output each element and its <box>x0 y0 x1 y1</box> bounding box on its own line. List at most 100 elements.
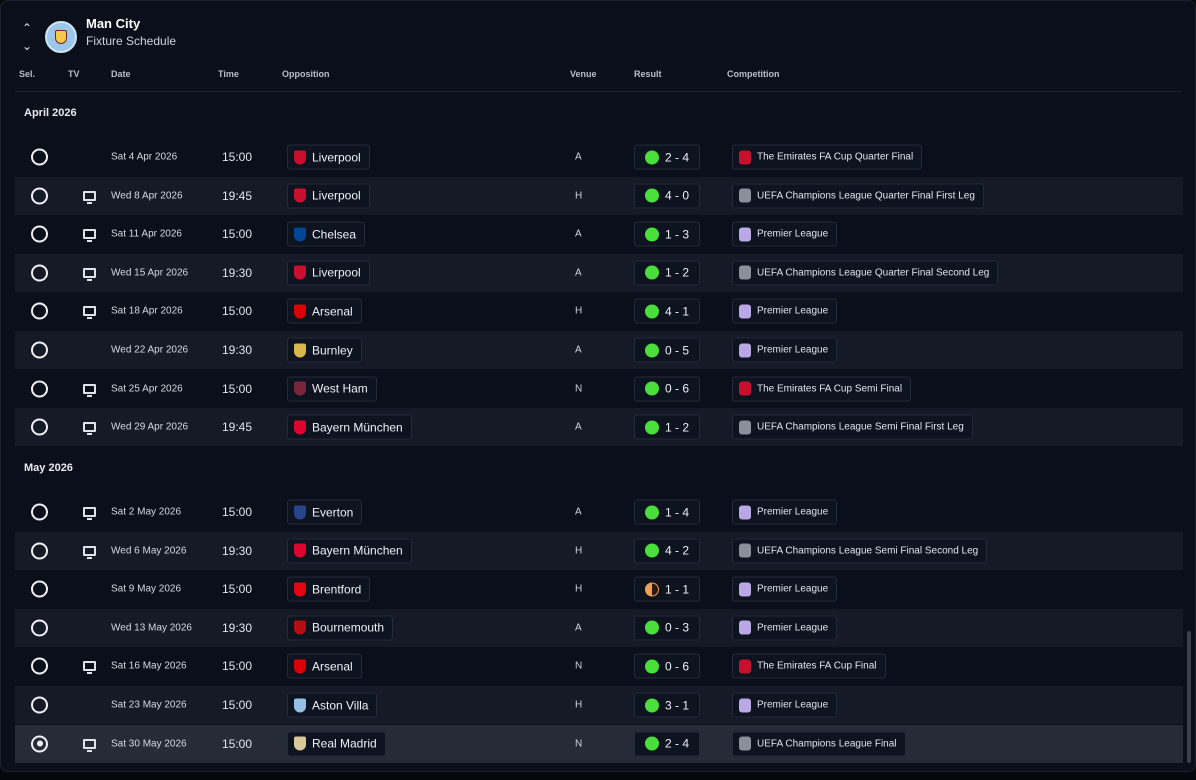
select-radio[interactable] <box>31 187 48 205</box>
fixture-time: 15:00 <box>222 736 253 751</box>
col-date[interactable]: Date <box>111 69 131 79</box>
result-chip[interactable]: 1 - 1 <box>634 576 701 602</box>
fixture-row[interactable]: Wed 15 Apr 2026 19:30 Liverpool A 1 - 2 … <box>15 253 1183 292</box>
fixture-time: 19:30 <box>222 543 253 558</box>
select-radio[interactable] <box>31 418 48 436</box>
opposition-chip[interactable]: Bayern München <box>287 414 412 440</box>
competition-chip[interactable]: The Emirates FA Cup Final <box>732 653 886 679</box>
opposition-chip[interactable]: Liverpool <box>287 183 370 209</box>
tv-icon <box>83 267 96 281</box>
opposition-chip[interactable]: Real Madrid <box>287 731 386 757</box>
select-radio[interactable] <box>31 341 48 359</box>
select-radio[interactable] <box>31 380 48 398</box>
fixture-row[interactable]: Wed 13 May 2026 19:30 Bournemouth A 0 - … <box>15 608 1183 647</box>
club-badge-icon <box>294 543 306 558</box>
result-chip[interactable]: 1 - 2 <box>634 414 701 440</box>
result-chip[interactable]: 0 - 6 <box>634 376 701 402</box>
col-sel[interactable]: Sel. <box>19 69 36 79</box>
col-tv[interactable]: TV <box>68 69 80 79</box>
result-chip[interactable]: 1 - 4 <box>634 499 701 525</box>
opposition-chip[interactable]: Liverpool <box>287 144 370 170</box>
opposition-chip[interactable]: Chelsea <box>287 221 366 247</box>
competition-chip[interactable]: Premier League <box>732 692 838 718</box>
select-radio[interactable] <box>31 264 48 282</box>
fixture-row[interactable]: Sat 25 Apr 2026 15:00 West Ham N 0 - 6 T… <box>15 370 1183 408</box>
fixture-row[interactable]: Wed 29 Apr 2026 19:45 Bayern München A 1… <box>15 408 1183 447</box>
competition-name: Premier League <box>757 622 829 634</box>
result-chip[interactable]: 4 - 2 <box>634 538 701 564</box>
competition-chip[interactable]: UEFA Champions League Semi Final First L… <box>732 414 973 440</box>
result-chip[interactable]: 4 - 1 <box>634 298 701 324</box>
select-radio[interactable] <box>31 503 48 521</box>
opposition-chip[interactable]: Liverpool <box>287 260 370 286</box>
result-chip[interactable]: 0 - 3 <box>634 615 701 641</box>
opposition-chip[interactable]: West Ham <box>287 376 377 402</box>
col-venue[interactable]: Venue <box>570 69 597 79</box>
result-chip[interactable]: 4 - 0 <box>634 183 701 209</box>
select-radio[interactable] <box>31 542 48 560</box>
fixture-row[interactable]: Sat 18 Apr 2026 15:00 Arsenal H 4 - 1 Pr… <box>15 292 1183 330</box>
fixture-row[interactable]: Sat 2 May 2026 15:00 Everton A 1 - 4 Pre… <box>15 493 1183 531</box>
chevron-up-icon[interactable]: ⌃ <box>21 21 33 35</box>
select-radio[interactable] <box>31 619 48 637</box>
competition-chip[interactable]: UEFA Champions League Final <box>732 731 906 757</box>
result-chip[interactable]: 2 - 4 <box>634 144 701 170</box>
scrollbar[interactable] <box>1187 631 1191 763</box>
score: 1 - 2 <box>665 420 690 435</box>
competition-name: UEFA Champions League Semi Final Second … <box>757 545 979 557</box>
competition-chip[interactable]: UEFA Champions League Quarter Final Firs… <box>732 183 984 209</box>
result-chip[interactable]: 3 - 1 <box>634 692 701 718</box>
fa-cup-icon <box>739 381 751 396</box>
result-chip[interactable]: 1 - 3 <box>634 221 701 247</box>
fixture-time: 19:30 <box>222 620 253 635</box>
competition-chip[interactable]: The Emirates FA Cup Quarter Final <box>732 144 923 170</box>
opposition-chip[interactable]: Everton <box>287 499 363 525</box>
competition-chip[interactable]: Premier League <box>732 615 838 641</box>
opposition-name: Liverpool <box>312 150 361 164</box>
opposition-chip[interactable]: Arsenal <box>287 653 362 679</box>
opposition-chip[interactable]: Arsenal <box>287 298 362 324</box>
opposition-chip[interactable]: Aston Villa <box>287 692 378 718</box>
venue: H <box>575 305 583 317</box>
chevron-down-icon[interactable]: ⌄ <box>21 39 33 53</box>
fixture-row[interactable]: Sat 9 May 2026 15:00 Brentford H 1 - 1 P… <box>15 570 1183 608</box>
club-badge-icon <box>294 582 306 597</box>
select-radio[interactable] <box>31 225 48 243</box>
opposition-chip[interactable]: Bayern München <box>287 538 412 564</box>
result-chip[interactable]: 2 - 4 <box>634 731 701 757</box>
col-time[interactable]: Time <box>218 69 239 79</box>
fixture-row[interactable]: Wed 6 May 2026 19:30 Bayern München H 4 … <box>15 531 1183 570</box>
competition-chip[interactable]: Premier League <box>732 576 838 602</box>
col-result[interactable]: Result <box>634 69 662 79</box>
fixture-row[interactable]: Sat 30 May 2026 15:00 Real Madrid N 2 - … <box>15 724 1183 763</box>
competition-chip[interactable]: Premier League <box>732 221 838 247</box>
result-chip[interactable]: 1 - 2 <box>634 260 701 286</box>
fixture-row[interactable]: Sat 4 Apr 2026 15:00 Liverpool A 2 - 4 T… <box>15 138 1183 176</box>
competition-chip[interactable]: The Emirates FA Cup Semi Final <box>732 376 912 402</box>
result-chip[interactable]: 0 - 5 <box>634 337 701 363</box>
competition-chip[interactable]: Premier League <box>732 499 838 525</box>
select-radio[interactable] <box>31 580 48 598</box>
fixture-row[interactable]: Sat 11 Apr 2026 15:00 Chelsea A 1 - 3 Pr… <box>15 215 1183 253</box>
opposition-chip[interactable]: Bournemouth <box>287 615 394 641</box>
opposition-chip[interactable]: Brentford <box>287 576 371 602</box>
fixture-row[interactable]: Sat 23 May 2026 15:00 Aston Villa H 3 - … <box>15 686 1183 724</box>
fixture-time: 15:00 <box>222 505 253 519</box>
select-radio[interactable] <box>31 735 48 753</box>
select-radio[interactable] <box>31 302 48 320</box>
select-radio[interactable] <box>31 148 48 166</box>
competition-chip[interactable]: Premier League <box>732 337 838 363</box>
competition-chip[interactable]: UEFA Champions League Semi Final Second … <box>732 538 988 564</box>
result-chip[interactable]: 0 - 6 <box>634 653 701 679</box>
col-competition[interactable]: Competition <box>727 69 780 79</box>
col-opposition[interactable]: Opposition <box>282 69 330 79</box>
pl-icon <box>739 698 751 712</box>
fixture-row[interactable]: Wed 22 Apr 2026 19:30 Burnley A 0 - 5 Pr… <box>15 331 1183 369</box>
select-radio[interactable] <box>31 657 48 675</box>
competition-chip[interactable]: Premier League <box>732 298 838 324</box>
opposition-chip[interactable]: Burnley <box>287 337 362 363</box>
fixture-row[interactable]: Sat 16 May 2026 15:00 Arsenal N 0 - 6 Th… <box>15 647 1183 685</box>
select-radio[interactable] <box>31 696 48 714</box>
fixture-row[interactable]: Wed 8 Apr 2026 19:45 Liverpool H 4 - 0 U… <box>15 176 1183 215</box>
competition-chip[interactable]: UEFA Champions League Quarter Final Seco… <box>732 260 999 286</box>
